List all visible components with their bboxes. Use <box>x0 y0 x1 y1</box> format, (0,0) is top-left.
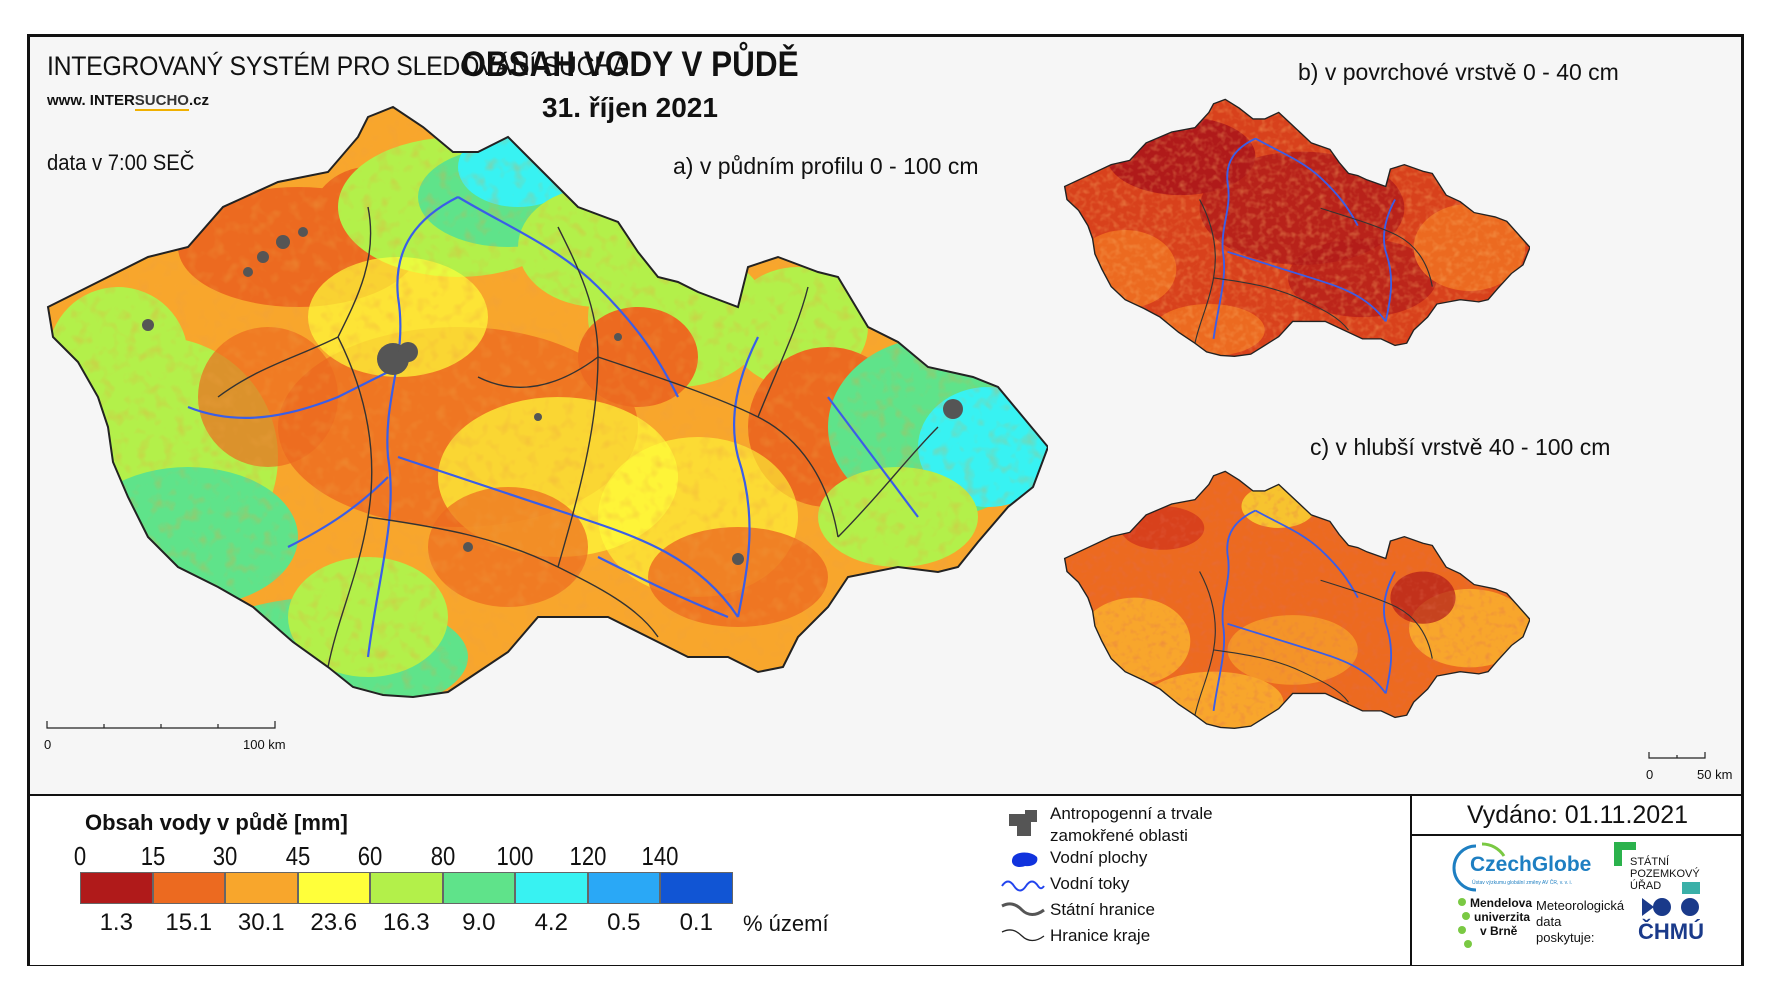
legend-color-swatch <box>660 872 733 904</box>
legend-color-swatch <box>587 872 660 904</box>
legend-color-swatch <box>442 872 515 904</box>
legend-color-swatch <box>80 872 153 904</box>
anthropogenic-area-icon <box>1009 810 1037 836</box>
small-scale-zero: 0 <box>1646 767 1654 782</box>
mendelu-text-2: univerzita <box>1474 910 1531 924</box>
website-link[interactable]: www. INTERSUCHO.cz <box>47 92 209 111</box>
map-b-label: b) v povrchové vrstvě 0 - 40 cm <box>1298 59 1619 85</box>
system-title: INTEGROVANÝ SYSTÉM PRO SLEDOVÁNÍ SUCHA <box>47 51 629 81</box>
web-prefix: www. INTER <box>47 92 135 109</box>
issued-date: Vydáno: 01.11.2021 <box>1412 796 1743 836</box>
legend-area-percent: 15.1 <box>165 909 213 936</box>
main-soil-water-map <box>46 105 1048 699</box>
legend-area-percent: 0.5 <box>607 909 641 936</box>
legend-area-percent: 30.1 <box>237 909 285 936</box>
met-data-text-3: poskytuje: <box>1536 930 1595 945</box>
legend-color-swatch <box>225 872 298 904</box>
mendelu-logo-dots <box>1458 898 1472 948</box>
spu-text-1: STÁTNÍ <box>1630 856 1670 868</box>
legend-color-swatch <box>515 872 588 904</box>
region-border-icon <box>1001 929 1045 942</box>
legend-tick-label: 30 <box>212 841 238 871</box>
legend-tick-label: 80 <box>430 841 455 871</box>
legend-area-percent: 23.6 <box>310 909 358 936</box>
chmu-logo-mark <box>1642 898 1699 916</box>
spu-logo-accent <box>1682 882 1700 894</box>
legend-area-percent: 16.3 <box>382 909 430 936</box>
legend-water-bodies: Vodní plochy <box>1050 848 1148 867</box>
deeper-layer-map <box>1063 470 1530 729</box>
czechglobe-subtitle: Ústav výzkumu globální změny AV ČR, v. v… <box>1472 880 1573 886</box>
legend-color-swatch <box>152 872 225 904</box>
legend-tick-label: 140 <box>641 841 679 871</box>
mendelu-text-1: Mendelova <box>1470 896 1533 910</box>
czechglobe-text: CzechGlobe <box>1470 853 1592 876</box>
mendelu-text-3: v Brně <box>1480 924 1518 938</box>
spu-text-3: ÚŘAD <box>1630 880 1662 892</box>
legend-panel: Obsah vody v půdě [mm] 0 15 30 45 60 80 100 120… <box>30 794 1743 965</box>
state-border-icon <box>1001 902 1045 916</box>
met-data-text-2: data <box>1536 914 1562 929</box>
web-highlight: SUCHO <box>134 92 189 111</box>
legend-tick-label: 100 <box>496 841 534 871</box>
legend-color-swatch <box>297 872 370 904</box>
map-c-label: c) v hlubší vrstvě 40 - 100 cm <box>1310 434 1611 460</box>
legend-region-border: Hranice kraje <box>1050 926 1151 945</box>
legend-area-percent: 1.3 <box>99 909 133 936</box>
map-title: OBSAH VODY V PŮDĚ <box>461 45 799 84</box>
river-icon <box>1001 880 1045 892</box>
legend-area-percent: 9.0 <box>462 909 496 936</box>
legend-anthropogenic-line2: zamokřené oblasti <box>1050 826 1188 845</box>
legend-title: Obsah vody v půdě [mm] <box>85 810 348 835</box>
main-scale-end: 100 km <box>243 737 286 752</box>
map-date: 31. říjen 2021 <box>542 92 718 123</box>
issuer-box: Vydáno: 01.11.2021 CzechGlobe Ústav výzk… <box>1410 796 1743 965</box>
spu-text-2: POZEMKOVÝ <box>1630 868 1700 880</box>
legend-area-percent: 4.2 <box>534 909 568 936</box>
main-scale-bar <box>46 721 276 729</box>
chmu-text: ČHMÚ <box>1638 919 1704 944</box>
main-scale-zero: 0 <box>44 737 52 752</box>
legend-area-percent: 0.1 <box>679 909 713 936</box>
small-scale-bar <box>1648 752 1706 759</box>
water-body-icon <box>1011 852 1038 867</box>
data-time: data v 7:00 SEČ <box>47 150 195 175</box>
spu-logo-mark <box>1614 842 1636 866</box>
legend-tick-label: 120 <box>569 841 606 871</box>
map-frame: INTEGROVANÝ SYSTÉM PRO SLEDOVÁNÍ SUCHA w… <box>27 34 1744 966</box>
legend-anthropogenic-line1: Antropogenní a trvale <box>1050 804 1213 823</box>
legend-rivers: Vodní toky <box>1050 874 1130 893</box>
legend-percent-unit: % území <box>743 911 829 936</box>
surface-layer-map <box>1063 98 1530 357</box>
small-scale-end: 50 km <box>1697 767 1733 782</box>
web-suffix: .cz <box>188 92 209 109</box>
legend-state-border: Státní hranice <box>1050 900 1155 919</box>
legend-tick-label: 60 <box>357 841 383 871</box>
map-a-label: a) v půdním profilu 0 - 100 cm <box>673 153 979 179</box>
czechglobe-logo <box>1452 842 1506 892</box>
legend-tick-label: 15 <box>140 841 165 871</box>
legend-tick-label: 0 <box>73 841 87 871</box>
met-data-text-1: Meteorologická <box>1536 898 1625 913</box>
legend-tick-label: 45 <box>285 841 310 871</box>
legend-color-swatch <box>370 872 443 904</box>
